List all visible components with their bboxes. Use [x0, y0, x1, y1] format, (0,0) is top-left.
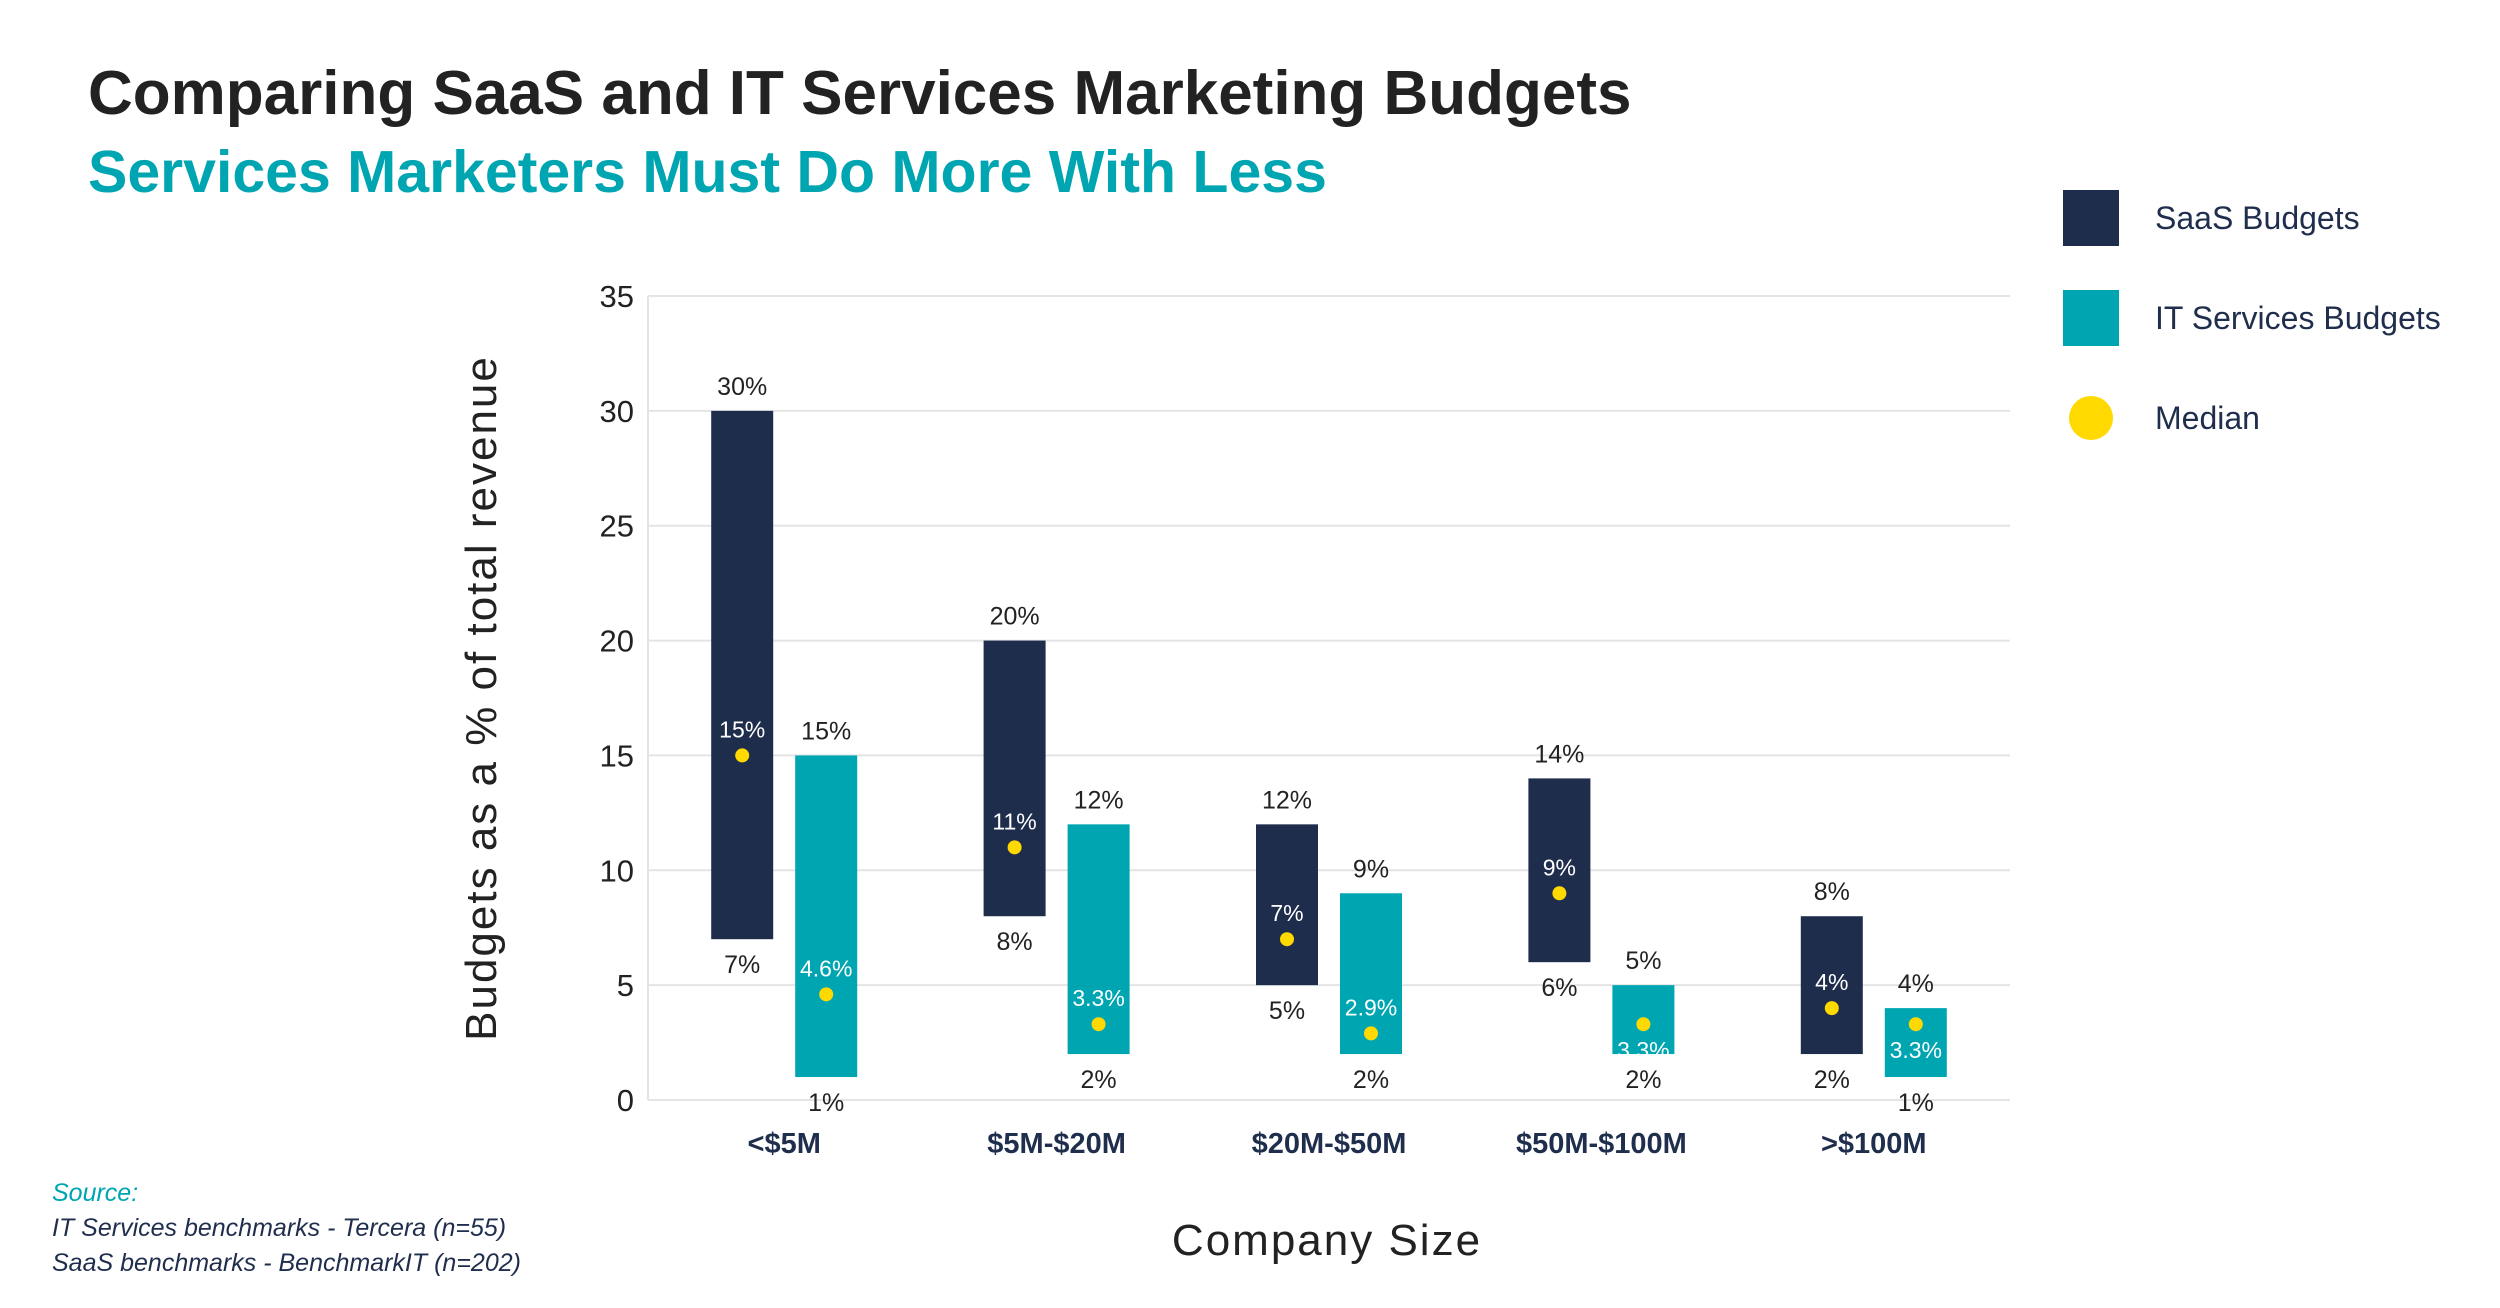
low-label-saas: 8%: [997, 928, 1033, 956]
y-tick-label: 30: [600, 394, 634, 429]
low-label-saas: 5%: [1269, 997, 1305, 1025]
chart-title: Comparing SaaS and IT Services Marketing…: [88, 59, 1632, 128]
legend-label-it-services: IT Services Budgets: [2155, 299, 2441, 336]
data-labels: 30% 7% 15% 15% 1% 4.6% 20% 8% 11% 12% 2% 3.3% 12% 5% 7…: [717, 373, 1942, 1117]
range-bar-saas: [983, 640, 1046, 917]
median-dot-it-services: [1636, 1017, 1651, 1032]
range-bar-saas: [1800, 916, 1863, 1055]
median-label-it-services: 3.3%: [1617, 1037, 1669, 1063]
legend-item-median: Median: [2063, 390, 2483, 446]
x-tick-label: >$100M: [1821, 1128, 1927, 1160]
median-label-saas: 4%: [1815, 969, 1848, 995]
range-bar-it-services: [795, 755, 858, 1078]
median-label-it-services: 3.3%: [1890, 1037, 1942, 1063]
y-tick-label: 0: [617, 1083, 634, 1118]
median-label-saas: 15%: [719, 716, 765, 742]
range-bar-saas: [1256, 824, 1318, 986]
source-line-1: IT Services benchmarks - Tercera (n=55): [52, 1214, 507, 1242]
x-tick-label: $20M-$50M: [1252, 1128, 1407, 1160]
legend-dot-median: [2069, 396, 2113, 440]
median-dot-it-services: [1908, 1017, 1923, 1032]
legend-swatch-it-services: [2063, 290, 2119, 346]
axes: 0 5 10 15 20 25 30 35 <$5M $5M-$20M $20M-$50M $50M-…: [600, 279, 2010, 1160]
median-label-saas: 11%: [992, 808, 1036, 834]
y-tick-label: 20: [600, 624, 634, 659]
bars: [711, 410, 1947, 1078]
legend: SaaS Budgets IT Services Budgets Median: [2063, 190, 2483, 490]
legend-swatch-saas: [2063, 190, 2119, 246]
range-bar-saas: [1528, 778, 1591, 963]
y-tick-label: 10: [600, 853, 634, 888]
median-label-saas: 7%: [1270, 900, 1303, 926]
low-label-it-services: 1%: [808, 1089, 844, 1117]
high-label-it-services: 15%: [801, 717, 851, 745]
source-line-2: SaaS benchmarks - BenchmarkIT (n=202): [52, 1249, 521, 1277]
high-label-it-services: 9%: [1353, 855, 1389, 883]
range-bar-it-services: [1067, 824, 1130, 1055]
y-tick-label: 5: [617, 968, 634, 1003]
high-label-saas: 12%: [1262, 786, 1312, 814]
median-dot-saas: [1007, 840, 1022, 855]
legend-label-median: Median: [2155, 399, 2260, 436]
gridlines: [648, 295, 2010, 987]
median-label-it-services: 4.6%: [800, 955, 852, 981]
high-label-it-services: 5%: [1625, 947, 1661, 975]
median-label-it-services: 2.9%: [1345, 994, 1397, 1020]
x-axis-label: Company Size: [1172, 1216, 1482, 1265]
low-label-saas: 7%: [724, 951, 760, 979]
low-label-it-services: 1%: [1898, 1089, 1934, 1117]
high-label-saas: 8%: [1814, 878, 1850, 906]
source-heading: Source:: [52, 1179, 139, 1207]
low-label-saas: 2%: [1814, 1066, 1850, 1094]
high-label-it-services: 12%: [1074, 786, 1124, 814]
median-dot-saas: [735, 748, 750, 763]
high-label-saas: 30%: [717, 373, 767, 401]
range-bar-saas: [711, 410, 774, 940]
y-tick-label: 35: [600, 279, 634, 314]
legend-label-saas: SaaS Budgets: [2155, 199, 2360, 236]
median-dot-it-services: [819, 987, 834, 1002]
median-dot-saas: [1552, 886, 1567, 901]
low-label-it-services: 2%: [1625, 1066, 1661, 1094]
median-dot-saas: [1824, 1001, 1839, 1016]
median-label-it-services: 3.3%: [1072, 985, 1124, 1011]
x-tick-label: $50M-$100M: [1516, 1128, 1687, 1160]
low-label-saas: 6%: [1541, 974, 1577, 1002]
y-tick-label: 25: [600, 509, 634, 544]
y-axis-label: Budgets as a % of total revenue: [457, 355, 506, 1041]
median-dot-saas: [1280, 932, 1294, 947]
low-label-it-services: 2%: [1353, 1066, 1389, 1094]
median-dot-it-services: [1364, 1026, 1378, 1041]
legend-item-saas: SaaS Budgets: [2063, 190, 2483, 246]
median-label-saas: 9%: [1543, 854, 1576, 880]
low-label-it-services: 2%: [1081, 1066, 1117, 1094]
chart-subtitle: Services Marketers Must Do More With Les…: [88, 139, 1327, 205]
x-tick-label: $5M-$20M: [987, 1128, 1126, 1160]
high-label-saas: 20%: [990, 603, 1040, 631]
high-label-saas: 14%: [1534, 740, 1584, 768]
x-tick-label: <$5M: [748, 1128, 821, 1160]
high-label-it-services: 4%: [1898, 970, 1934, 998]
median-dot-it-services: [1091, 1017, 1106, 1032]
source-note: Source: IT Services benchmarks - Tercera…: [52, 1176, 521, 1281]
y-tick-label: 15: [600, 738, 634, 773]
legend-item-it-services: IT Services Budgets: [2063, 290, 2483, 346]
